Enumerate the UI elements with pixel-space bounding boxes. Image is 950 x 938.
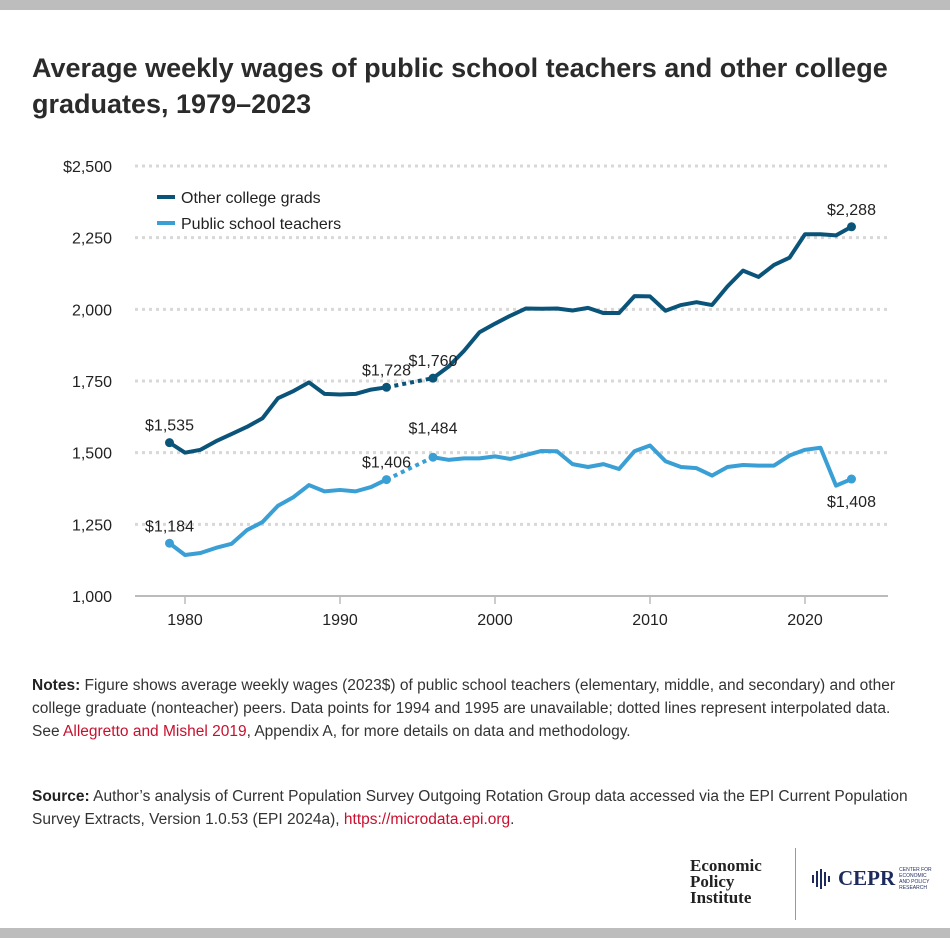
- cepr-subtitle: Center for Economic and Policy Research: [899, 866, 932, 891]
- x-tick-label: 2000: [477, 612, 513, 629]
- y-tick-label: 1,250: [72, 517, 112, 534]
- series-line: [168, 477, 388, 558]
- epi-logo-line: Economic: [690, 856, 762, 875]
- series-line: [432, 443, 853, 488]
- notes-link[interactable]: Allegretto and Mishel 2019: [63, 723, 247, 740]
- x-tick-label: 1980: [167, 612, 203, 629]
- source-text: Author’s analysis of Current Population …: [32, 788, 908, 828]
- source-label: Source:: [32, 788, 90, 805]
- line-chart: $2,500 2,250 2,000 1,750 1,500 1,250 1,000 1980…: [63, 159, 888, 629]
- cepr-wordmark: CEPR: [838, 866, 896, 890]
- interpolated-line: [385, 455, 434, 482]
- y-tick-label: 1,750: [72, 374, 112, 391]
- data-point: [382, 382, 391, 392]
- bottom-bar: [0, 928, 950, 938]
- series-line: [168, 380, 387, 455]
- epi-logo-line: Policy: [690, 872, 735, 891]
- notes: Notes: Figure shows average weekly wages…: [32, 674, 912, 743]
- data-label: $1,728: [362, 362, 411, 379]
- y-tick-label: 1,500: [72, 446, 112, 463]
- x-tick-label: 1990: [322, 612, 358, 629]
- data-label: $1,408: [827, 494, 876, 511]
- top-bar: [0, 0, 950, 10]
- source-link[interactable]: https://microdata.epi.org: [343, 811, 511, 828]
- notes-text: Figure shows average weekly wages (2023$…: [32, 677, 895, 740]
- y-tick-label: $2,500: [63, 159, 112, 176]
- data-label: $1,535: [145, 418, 194, 435]
- data-label: $1,184: [145, 518, 194, 535]
- data-label: $1,760: [409, 353, 458, 370]
- y-tick-label: 2,000: [72, 302, 112, 319]
- cepr-logo: CEPR Center for Economic and Policy Rese…: [810, 866, 937, 891]
- series-line: [431, 225, 853, 380]
- y-tick-label: 2,250: [72, 231, 112, 248]
- source: Source: Author’s analysis of Current Pop…: [32, 785, 912, 831]
- data-point: [847, 474, 856, 484]
- legend-label: Other college grads: [181, 190, 321, 207]
- data-point: [165, 538, 174, 548]
- notes-label: Notes:: [32, 677, 81, 694]
- epi-logo: Economic Policy Institute: [690, 856, 762, 907]
- x-tick-label: 2010: [632, 612, 668, 629]
- logo-divider: [795, 848, 796, 920]
- data-point: [165, 438, 174, 448]
- data-point: [428, 452, 438, 462]
- source-end: .: [510, 811, 515, 828]
- legend-label: Public school teachers: [181, 216, 341, 233]
- data-label: $2,288: [827, 202, 876, 219]
- y-tick-label: 1,000: [72, 589, 112, 606]
- chart-title: Average weekly wages of public school te…: [32, 53, 888, 119]
- epi-logo-line: Institute: [690, 888, 752, 907]
- cepr-mark-icon: [812, 868, 830, 889]
- data-label: $1,406: [362, 455, 411, 472]
- data-point: [428, 373, 438, 383]
- notes-text-end: , Appendix A, for more details on data a…: [246, 723, 631, 740]
- x-tick-label: 2020: [787, 612, 823, 629]
- data-label: $1,484: [409, 420, 458, 437]
- data-point: [382, 475, 391, 485]
- data-point: [847, 222, 856, 232]
